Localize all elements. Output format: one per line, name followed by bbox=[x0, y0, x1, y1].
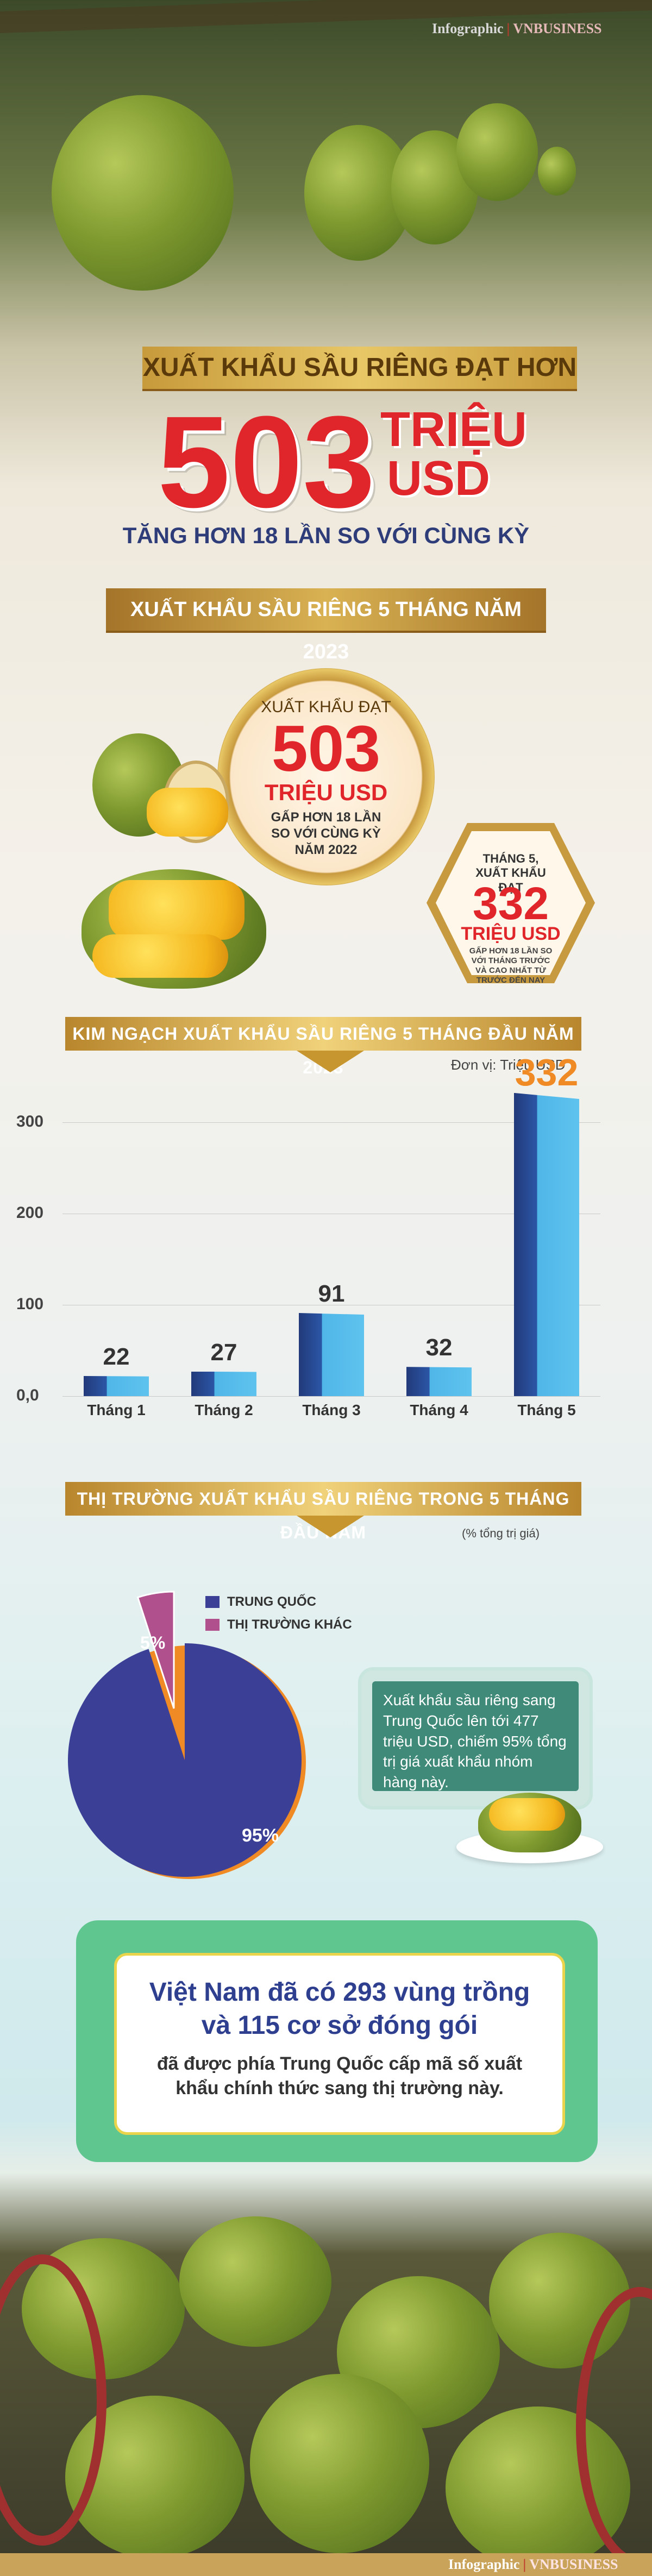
pie-slice-china bbox=[67, 1643, 302, 1877]
durian-pulp-plate bbox=[489, 1798, 565, 1831]
pie-label-other: 5% bbox=[140, 1633, 165, 1653]
header-unit2: USD bbox=[387, 451, 491, 506]
baskets-photo bbox=[0, 2167, 652, 2576]
x-tick-label: Tháng 4 bbox=[410, 1402, 468, 1418]
section2-unit-note: Đơn vị: Triệu USD bbox=[451, 1057, 566, 1073]
brand-bottom-publisher: VNBUSINESS bbox=[529, 2556, 618, 2572]
y-tick-label: 0,0 bbox=[16, 1386, 39, 1404]
legend-swatch-other bbox=[205, 1619, 220, 1631]
section2-title: KIM NGẠCH XUẤT KHẨU SẦU RIÊNG 5 THÁNG ĐẦ… bbox=[65, 1017, 581, 1077]
bar-chart-area: 22 27 91 32 332 bbox=[62, 1051, 600, 1397]
pie-legend: TRUNG QUỐC THỊ TRƯỜNG KHÁC bbox=[205, 1594, 352, 1632]
header-unit1: TRIỆU bbox=[380, 403, 527, 457]
pie-slice-other bbox=[136, 1591, 175, 1709]
footer-box: Việt Nam đã có 293 vùng trồng và 115 cơ … bbox=[76, 1920, 598, 2162]
x-tick-label: Tháng 1 bbox=[87, 1402, 146, 1418]
brand-top: Infographic | VNBUSINESS bbox=[432, 21, 602, 36]
month5-hexagon bbox=[427, 823, 595, 983]
gridline bbox=[62, 1122, 600, 1123]
durian-pulp-front bbox=[92, 934, 228, 978]
basket-durian-6 bbox=[250, 2374, 429, 2553]
brand-label: Infographic bbox=[432, 21, 504, 36]
pie-chart: 95% 5% bbox=[67, 1591, 306, 1879]
header-line1: XUẤT KHẨU SẦU RIÊNG ĐẠT HƠN bbox=[142, 347, 577, 389]
gridline bbox=[62, 1396, 600, 1397]
bar-y-axis: 0,0 100 200 300 bbox=[0, 1081, 60, 1404]
callout-text: Xuất khẩu sầu riêng sang Trung Quốc lên … bbox=[372, 1681, 579, 1791]
durian-fruit-right bbox=[456, 103, 538, 201]
x-tick-label: Tháng 2 bbox=[195, 1402, 253, 1418]
bar bbox=[406, 1367, 472, 1396]
x-tick-label: Tháng 3 bbox=[302, 1402, 361, 1418]
section3-title: THỊ TRƯỜNG XUẤT KHẨU SẦU RIÊNG TRONG 5 T… bbox=[65, 1482, 581, 1542]
brand-bottom: Infographic | VNBUSINESS bbox=[448, 2556, 618, 2572]
legend-item-other: THỊ TRƯỜNG KHÁC bbox=[205, 1617, 352, 1632]
china-callout: Xuất khẩu sầu riêng sang Trung Quốc lên … bbox=[361, 1670, 590, 1806]
bottom-strip bbox=[0, 2553, 652, 2576]
bar bbox=[299, 1313, 364, 1396]
durian-pulp-bottom bbox=[109, 880, 244, 940]
hex-number: 332 bbox=[472, 878, 549, 929]
bar bbox=[514, 1092, 579, 1396]
bar-value-label: 332 bbox=[515, 1051, 579, 1094]
y-tick-label: 200 bbox=[16, 1203, 44, 1222]
header-number: 503 bbox=[158, 389, 375, 535]
footer-line2: và 115 cơ sở đóng gói bbox=[201, 2011, 478, 2040]
hexagon-inner bbox=[436, 831, 586, 975]
circle-unit: TRIỆU USD bbox=[264, 780, 388, 805]
bar-value-label: 32 bbox=[425, 1334, 453, 1361]
footer-line1: Việt Nam đã có 293 vùng trồng bbox=[149, 1978, 530, 2007]
legend-label-china: TRUNG QUỐC bbox=[227, 1594, 316, 1609]
circle-note: GẤP HƠN 18 LẦN SO VỚI CÙNG KỲ NĂM 2022 bbox=[271, 810, 381, 857]
y-tick-label: 100 bbox=[16, 1295, 44, 1313]
durian-fruit-far bbox=[538, 147, 576, 196]
basket-durian-2 bbox=[179, 2216, 331, 2347]
pie-label-china: 95% bbox=[242, 1825, 279, 1846]
y-tick-label: 300 bbox=[16, 1112, 44, 1130]
total-circle bbox=[217, 668, 435, 885]
hex-unit: TRIỆU USD bbox=[461, 923, 561, 944]
circle-label: XUẤT KHẨU ĐẠT bbox=[261, 698, 391, 716]
brand-bottom-label: Infographic bbox=[448, 2556, 520, 2572]
footer-line4: khẩu chính thức sang thị trường này. bbox=[175, 2078, 504, 2099]
bar-x-axis: Tháng 1 Tháng 2 Tháng 3 Tháng 4 Tháng 5 bbox=[62, 1402, 600, 1423]
footer-line3: đã được phía Trung Quốc cấp mã số xuất bbox=[156, 2053, 523, 2074]
legend-item-china: TRUNG QUỐC bbox=[205, 1594, 352, 1610]
header-line3: TĂNG HƠN 18 LẦN SO VỚI CÙNG KỲ bbox=[122, 523, 530, 548]
footer-inner: Việt Nam đã có 293 vùng trồng và 115 cơ … bbox=[114, 1953, 565, 2135]
legend-label-other: THỊ TRƯỜNG KHÁC bbox=[227, 1617, 352, 1632]
bar-value-label: 27 bbox=[210, 1339, 237, 1366]
section3-unit-note: (% tổng trị giá) bbox=[462, 1526, 540, 1540]
durian-fruit-large bbox=[52, 95, 234, 291]
bar-value-label: 91 bbox=[318, 1280, 345, 1307]
bar bbox=[191, 1371, 256, 1396]
durian-pulp-top bbox=[147, 788, 228, 837]
section3-arrow bbox=[297, 1516, 364, 1537]
circle-number: 503 bbox=[271, 712, 381, 785]
section1-title: XUẤT KHẨU SẦU RIÊNG 5 THÁNG NĂM 2023 bbox=[106, 588, 546, 663]
bar bbox=[84, 1376, 149, 1396]
hex-label: THÁNG 5, XUẤT KHẨU ĐẠT bbox=[475, 852, 546, 894]
hex-note: GẤP HƠN 18 LẦN SO VỚI THÁNG TRƯỚC VÀ CAO… bbox=[469, 946, 553, 985]
section2-arrow bbox=[297, 1051, 364, 1072]
brand-publisher: VNBUSINESS bbox=[513, 21, 602, 36]
bar-value-label: 22 bbox=[103, 1343, 130, 1370]
x-tick-label: Tháng 5 bbox=[517, 1402, 576, 1418]
legend-swatch-china bbox=[205, 1596, 220, 1608]
